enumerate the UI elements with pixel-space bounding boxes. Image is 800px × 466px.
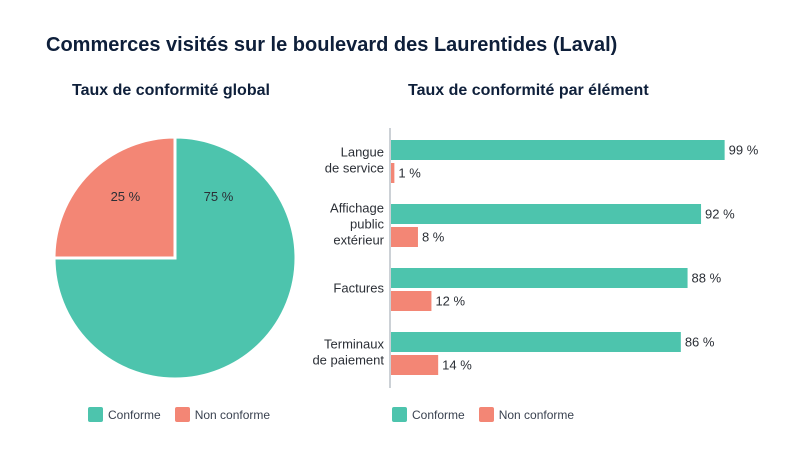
bar-non-conforme-2 [391,291,432,311]
bar-chart-title: Taux de conformité par élément [408,82,649,99]
legend-swatch-non-conforme [174,407,190,422]
bar-conforme-3 [391,332,681,352]
bar-label-conforme-1: 92 % [705,206,735,221]
bar-chart: 99 % 1 % Langue de service 92 % 8 % Affichage p… [312,128,759,388]
legend-swatch-conforme [392,407,407,422]
pie-label-conforme: 75 % [204,189,234,204]
legend-label-conforme: Conforme [412,407,465,422]
bar-category-label-1: Affichage public extérieur [330,201,385,248]
bar-conforme-1 [391,204,702,224]
pie-chart: 75 % 25 % [52,135,298,381]
pie-chart-title: Taux de conformité global [72,82,270,99]
bar-category-label-3: Terminaux de paiement [312,337,384,368]
pie-legend: Conforme Non conforme [88,407,284,422]
pie-legend-item-non-conforme: Non conforme [174,407,271,422]
pie-slice-non-conforme [52,135,177,260]
legend-label-conforme: Conforme [108,407,161,422]
bar-label-non-conforme-2: 12 % [435,293,465,308]
bar-conforme-2 [391,268,688,288]
bar-label-conforme-0: 99 % [729,142,759,157]
pie-label-non-conforme: 25 % [111,189,141,204]
bar-non-conforme-1 [391,227,418,247]
legend-swatch-conforme [88,407,103,422]
bar-category-label-0: Langue de service [325,145,384,176]
legend-label-non-conforme: Non conforme [498,407,575,422]
legend-label-non-conforme: Non conforme [194,407,271,422]
bar-non-conforme-0 [391,163,395,183]
page-title: Commerces visités sur le boulevard des L… [46,34,618,56]
legend-swatch-non-conforme [478,407,494,422]
bar-label-conforme-3: 86 % [685,334,715,349]
bar-label-non-conforme-1: 8 % [422,229,445,244]
bar-conforme-0 [391,140,725,160]
bar-label-conforme-2: 88 % [692,270,722,285]
bar-label-non-conforme-0: 1 % [398,165,421,180]
bar-legend: Conforme Non conforme [392,407,588,422]
bar-legend-item-non-conforme: Non conforme [478,407,575,422]
bar-label-non-conforme-3: 14 % [442,357,472,372]
pie-legend-item-conforme: Conforme [88,407,161,422]
bar-non-conforme-3 [391,355,439,375]
bar-legend-item-conforme: Conforme [392,407,465,422]
bar-category-label-2: Factures [333,281,384,296]
